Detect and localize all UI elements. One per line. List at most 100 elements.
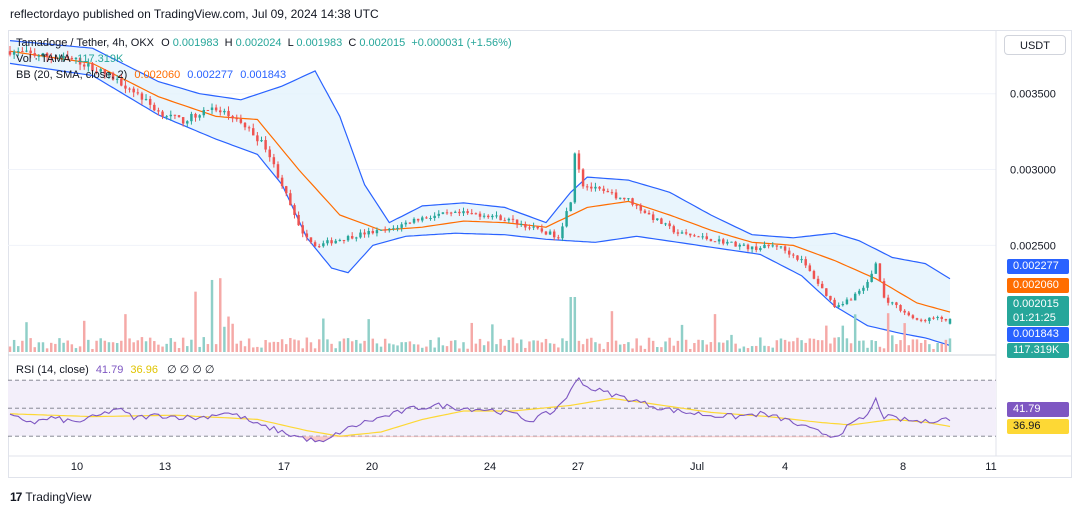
candle-body (491, 215, 494, 218)
volume-bar (528, 341, 531, 352)
time-tick-label: 20 (366, 461, 378, 473)
candle-body (783, 246, 787, 251)
candle-body (404, 222, 408, 225)
candle-body (462, 211, 465, 214)
volume-bar (689, 348, 692, 352)
bb-label: BB (20, SMA, close, 2) (16, 69, 127, 81)
volume-bar (862, 340, 865, 352)
candle-body (602, 188, 605, 191)
candle-body (206, 109, 210, 111)
volume-bar (631, 348, 634, 352)
candle-body (651, 214, 655, 220)
candle-body (693, 235, 696, 237)
candle-body (709, 239, 713, 242)
volume-bar (37, 342, 41, 352)
bb-basis-line (9, 50, 951, 313)
candle-body (140, 93, 144, 100)
volume-bar (82, 320, 86, 352)
volume-bar (375, 343, 379, 352)
rsi-ma-price-box: 36.96 (1007, 419, 1069, 434)
candle-body (717, 239, 721, 242)
candle-body (606, 190, 610, 193)
volume-bar (849, 343, 853, 352)
candle-body (346, 236, 350, 241)
volume-bar (425, 346, 428, 352)
volume-price-box: 117.319K (1007, 343, 1069, 358)
volume-bar (544, 338, 548, 352)
volume-bar (693, 343, 696, 352)
candle-body (565, 211, 568, 227)
volume-bar (317, 339, 321, 352)
candle-body (907, 312, 911, 316)
candle-body (540, 228, 544, 232)
symbol-legend: Tamadoge / Tether, 4h, OKX O 0.001983 H … (16, 37, 512, 49)
volume-bar (260, 347, 263, 352)
candle-body (388, 228, 391, 231)
bb-legend: BB (20, SMA, close, 2) 0.002060 0.002277… (16, 69, 286, 81)
candle-body (808, 265, 812, 272)
candle-body (169, 114, 173, 117)
candle-body (882, 281, 886, 298)
candle-body (849, 299, 853, 301)
candle-body (598, 186, 601, 189)
bb-basis-price-box: 0.002060 (1007, 278, 1069, 293)
currency-button[interactable]: USDT (1004, 35, 1066, 55)
candle-body (618, 197, 622, 199)
candle-body (771, 245, 774, 247)
volume-bar (66, 340, 69, 352)
candle-body (701, 236, 704, 238)
volume-bar (371, 338, 375, 352)
candle-body (425, 217, 428, 219)
candle-body (66, 56, 69, 58)
volume-bar (223, 326, 226, 352)
volume-bar (808, 338, 812, 352)
volume-bar (62, 342, 65, 352)
candle-body (330, 240, 333, 244)
volume-bar (482, 345, 486, 352)
volume-bar (532, 340, 535, 352)
candle-body (210, 107, 214, 111)
volume-bar (148, 337, 152, 352)
volume-bar (8, 346, 12, 352)
candle-body (895, 302, 898, 306)
candle-body (812, 271, 816, 279)
volume-bar (91, 348, 94, 352)
candle-body (581, 169, 585, 187)
volume-bar (557, 347, 560, 352)
volume-bar (128, 338, 131, 352)
candle-body (503, 220, 506, 222)
candle-body (940, 317, 943, 320)
candle-body (350, 236, 354, 239)
candle-body (532, 226, 535, 228)
volume-bar (388, 343, 391, 352)
candle-body (577, 153, 581, 170)
volume-bar (177, 348, 181, 352)
volume-bar (301, 348, 304, 352)
volume-bar (829, 343, 832, 352)
volume-bar (165, 343, 168, 352)
candle-body (915, 318, 919, 320)
volume-bar (845, 338, 849, 352)
candle-body (202, 109, 206, 116)
candle-body (487, 215, 490, 218)
candle-body (17, 51, 20, 53)
volume-bar (400, 342, 403, 352)
candle-body (548, 231, 552, 235)
volume-bar (767, 346, 770, 352)
volume-bar (585, 338, 589, 352)
open-value: 0.001983 (173, 37, 219, 49)
volume-bar (726, 340, 729, 352)
candle-body (301, 225, 304, 234)
candle-body (862, 287, 865, 291)
candle-body (825, 288, 828, 296)
footer-brand[interactable]: 17 TradingView (10, 490, 91, 504)
volume-bar (280, 339, 284, 352)
candle-body (594, 186, 597, 189)
candle-body (144, 98, 148, 100)
candle-body (919, 319, 923, 321)
time-tick-label: 8 (900, 461, 906, 473)
volume-bar (111, 342, 115, 352)
time-tick-label: 11 (985, 461, 996, 473)
